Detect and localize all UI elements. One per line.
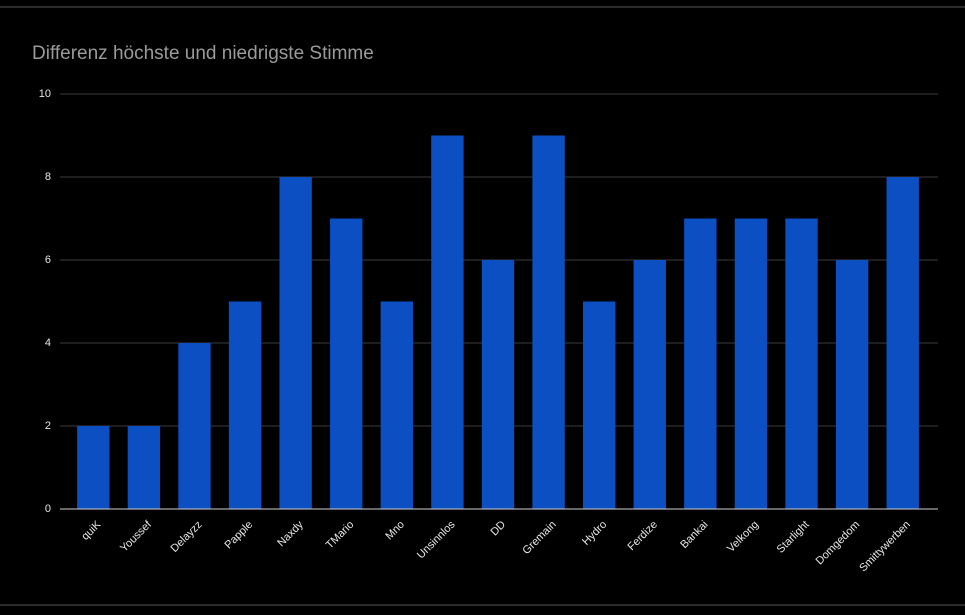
y-tick-label: 2 xyxy=(45,420,51,432)
bar xyxy=(633,260,666,509)
bar xyxy=(734,218,768,509)
bar xyxy=(127,426,161,509)
y-tick-label: 8 xyxy=(45,171,51,183)
bar xyxy=(684,218,717,509)
y-tick-label: 0 xyxy=(45,503,51,515)
bar xyxy=(330,218,363,509)
y-tick-label: 6 xyxy=(45,254,51,266)
bar xyxy=(582,301,616,509)
bar xyxy=(380,301,414,509)
bar xyxy=(178,343,211,509)
y-tick-label: 10 xyxy=(39,88,51,100)
y-tick-label: 4 xyxy=(45,337,51,349)
bar xyxy=(77,426,110,509)
bar xyxy=(279,177,312,509)
bar xyxy=(228,301,262,509)
bar xyxy=(532,135,565,509)
bar xyxy=(886,177,919,509)
bar xyxy=(785,218,818,509)
chart-title: Differenz höchste und niedrigste Stimme xyxy=(32,43,374,64)
bar xyxy=(431,135,464,509)
bar xyxy=(835,260,869,509)
bar xyxy=(481,260,515,509)
